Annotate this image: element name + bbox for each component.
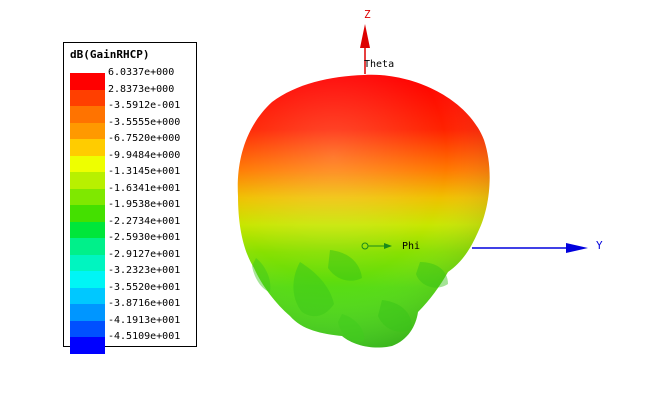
legend-value-label: -9.9484e+000 [108,149,181,161]
legend-value-label: -4.5109e+001 [108,331,181,342]
legend-swatch [70,238,105,255]
legend-value-label: -3.5912e-001 [108,100,181,111]
y-axis: Y [472,239,603,253]
legend-swatch [70,172,105,189]
legend-swatch [70,221,105,239]
legend-title: dB(GainRHCP) [70,48,150,61]
legend-value-label: -3.5555e+000 [108,116,181,128]
legend-value-label: -1.6341e+001 [108,182,181,194]
color-legend: dB(GainRHCP) 6.0337e+000 2.8373e+000 -3.59… [63,42,197,354]
legend-value-label: 6.0337e+000 [108,67,175,78]
legend-value-label: -3.5520e+001 [108,281,181,293]
legend-swatch [70,304,105,321]
legend-swatch [70,254,105,272]
legend-value-label: -2.9127e+001 [108,248,181,260]
legend-swatch [70,89,105,107]
legend-value-label: -2.5930e+001 [108,232,181,243]
legend-swatch [70,287,105,305]
legend-value-label: -4.1913e+001 [108,314,181,326]
legend-swatch [70,106,105,123]
gain-pattern-surface [237,74,490,348]
legend-swatch [70,271,105,288]
phi-label: Phi [402,241,420,252]
legend-value-label: -6.7520e+000 [108,133,181,144]
legend-value-label: 2.8373e+000 [108,83,175,95]
z-axis-label: Z [364,8,371,21]
legend-value-label: -3.8716e+001 [108,298,181,309]
legend-swatch [70,188,105,206]
legend-swatch [70,205,105,222]
legend-swatch [70,73,105,90]
legend-value-label: -1.9538e+001 [108,199,181,210]
y-axis-label: Y [596,239,603,252]
legend-swatch [70,320,105,338]
legend-value-label: -3.2323e+001 [108,265,181,276]
phi-marker: Phi [361,241,420,252]
legend-swatch [70,155,105,173]
legend-swatch [70,139,105,156]
legend-value-label: -2.2734e+001 [108,215,181,227]
legend-swatch [70,122,105,140]
legend-value-label: -1.3145e+001 [108,166,181,177]
z-axis: Z Theta [360,8,394,74]
legend-swatch [70,337,105,354]
theta-label: Theta [364,59,394,70]
